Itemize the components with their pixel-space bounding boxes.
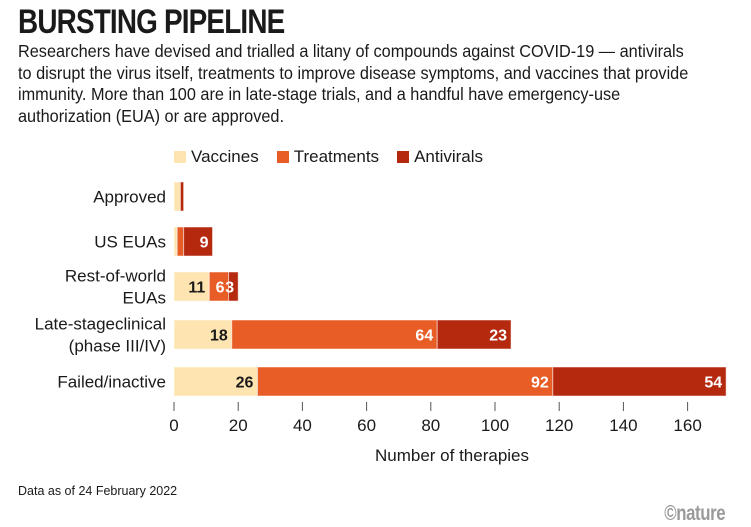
- category-label: US EUAs: [94, 233, 166, 252]
- bar-segment-vaccines: [173, 271, 210, 302]
- bar-segment-treatments: [176, 226, 185, 257]
- category-label: EUAs: [123, 289, 166, 308]
- legend-label-vaccines: Vaccines: [191, 147, 259, 166]
- legend: Vaccines Treatments Antivirals: [174, 147, 483, 167]
- bar-segment-vaccines: [173, 181, 181, 212]
- legend-label-antivirals: Antivirals: [414, 147, 484, 166]
- category-label: (phase III/IV): [69, 337, 166, 356]
- data-label: 18: [210, 328, 228, 345]
- legend-swatch-treatments: [276, 151, 289, 163]
- data-label: 26: [236, 375, 254, 392]
- legend-item-antivirals: Antivirals: [397, 147, 483, 167]
- x-tick-label: 60: [357, 416, 376, 435]
- data-label: 6: [216, 280, 225, 297]
- bar-segment-vaccines: [173, 319, 233, 350]
- legend-item-treatments: Treatments: [276, 147, 380, 167]
- category-label: Approved: [93, 188, 166, 207]
- legend-swatch-vaccines: [174, 151, 186, 163]
- data-label: 9: [200, 235, 209, 252]
- legend-label-treatments: Treatments: [293, 147, 380, 166]
- x-tick-label: 100: [481, 416, 509, 435]
- chart-title: BURSTING PIPELINE: [18, 3, 285, 41]
- bar-segment-antivirals: [179, 181, 185, 212]
- x-axis-label: Number of therapies: [375, 446, 529, 465]
- x-tick-label: 160: [673, 416, 701, 435]
- data-label: 3: [225, 280, 234, 297]
- nature-logo: ©nature: [664, 502, 725, 525]
- bar-segment-treatments: [256, 366, 554, 397]
- bar-segment-antivirals: [436, 319, 512, 350]
- x-tick-label: 40: [293, 416, 312, 435]
- bar-segment-antivirals: [183, 226, 214, 257]
- legend-swatch-antivirals: [397, 151, 410, 163]
- x-tick-label: 140: [609, 416, 637, 435]
- chart-description: Researchers have devised and trialled a …: [18, 41, 689, 126]
- data-label: 23: [489, 328, 507, 345]
- data-note: Data as of 24 February 2022: [18, 484, 178, 498]
- data-label: 54: [704, 375, 722, 392]
- bar-segment-antivirals: [228, 271, 239, 302]
- x-tick-label: 0: [169, 416, 178, 435]
- category-label: Rest-of-world: [65, 267, 166, 286]
- x-tick-label: 20: [229, 416, 248, 435]
- data-label: 11: [188, 280, 205, 297]
- category-label: Failed/inactive: [57, 373, 166, 392]
- x-tick-label: 120: [545, 416, 573, 435]
- x-tick-label: 80: [421, 416, 440, 435]
- legend-item-vaccines: Vaccines: [174, 147, 259, 167]
- bar-segment-antivirals: [552, 366, 727, 397]
- data-label: 92: [531, 375, 549, 392]
- bar-segment-treatments: [231, 319, 438, 350]
- data-label: 64: [415, 328, 433, 345]
- category-label: Late-stageclinical: [35, 315, 166, 334]
